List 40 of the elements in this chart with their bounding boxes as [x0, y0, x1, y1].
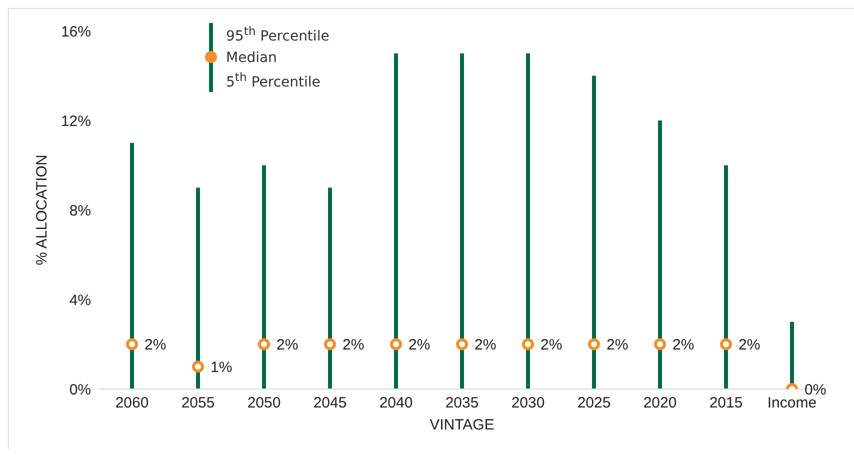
data-label: 2% [606, 336, 628, 354]
bar [130, 142, 134, 389]
x-tick-label: 2040 [379, 394, 413, 412]
legend-label: 5$^{th}$ Percentile [226, 70, 320, 91]
data-label: 2% [474, 336, 496, 354]
bar [262, 165, 266, 389]
x-tick-label: 2060 [115, 394, 149, 412]
x-tick-label: 2045 [313, 394, 347, 412]
bar [658, 120, 662, 389]
x-tick-label: 2035 [445, 394, 479, 412]
x-tick-label: 2050 [247, 394, 281, 412]
legend-label: Median [226, 50, 277, 66]
x-tick-label: 2055 [181, 394, 215, 412]
bar [460, 53, 464, 389]
y-axis-title: % ALLOCATION [33, 154, 50, 266]
y-tick-label: 0% [69, 381, 91, 398]
x-tick-label: 2020 [643, 394, 677, 412]
legend-label: 95$^{th}$ Percentile [226, 24, 330, 45]
bar [196, 188, 200, 389]
data-label: 2% [672, 336, 694, 354]
bar [328, 188, 332, 389]
x-tick-label: 2025 [577, 394, 611, 412]
data-label: 2% [144, 336, 166, 354]
data-label: 2% [342, 336, 364, 354]
y-tick-label: 8% [69, 202, 91, 220]
data-label: 2% [276, 336, 298, 354]
y-tick-label: 12% [60, 112, 91, 130]
data-label: 2% [738, 336, 760, 354]
x-tick-label: 2015 [709, 394, 743, 412]
data-label: 2% [408, 336, 430, 354]
bar [394, 53, 398, 389]
bar [526, 53, 530, 389]
x-axis-title: VINTAGE [430, 416, 494, 434]
bar [724, 165, 728, 389]
data-label: 1% [210, 358, 232, 376]
bar [592, 76, 596, 389]
y-tick-label: 4% [69, 292, 91, 309]
y-tick-label: 16% [60, 23, 91, 40]
x-tick-label: 2030 [511, 394, 545, 412]
data-label: 2% [540, 336, 562, 354]
